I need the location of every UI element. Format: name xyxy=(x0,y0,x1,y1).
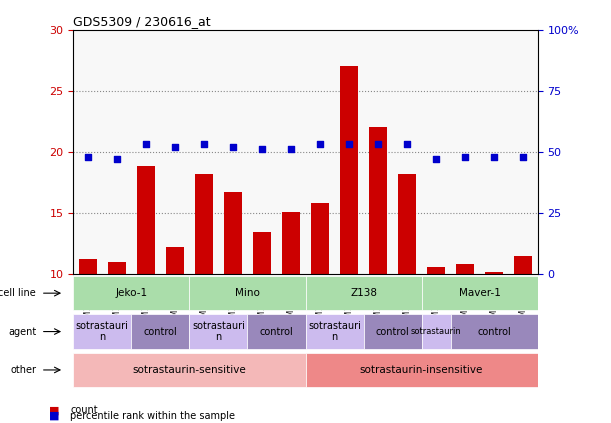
Text: cell line: cell line xyxy=(0,288,36,298)
Bar xyxy=(456,264,474,274)
Text: sotrastauri
n: sotrastauri n xyxy=(76,321,129,342)
FancyBboxPatch shape xyxy=(73,353,306,387)
Text: percentile rank within the sample: percentile rank within the sample xyxy=(70,411,235,421)
Point xyxy=(431,156,441,162)
Text: sotrastaurin-insensitive: sotrastaurin-insensitive xyxy=(360,365,483,375)
Text: sotrastaurin-sensitive: sotrastaurin-sensitive xyxy=(133,365,246,375)
FancyBboxPatch shape xyxy=(422,276,538,310)
FancyBboxPatch shape xyxy=(189,276,306,310)
Point xyxy=(373,141,383,148)
FancyBboxPatch shape xyxy=(306,314,364,349)
Bar xyxy=(282,212,299,274)
Text: sotrastauri
n: sotrastauri n xyxy=(308,321,361,342)
Bar xyxy=(398,174,415,274)
Point xyxy=(170,143,180,150)
Text: other: other xyxy=(10,365,36,375)
FancyBboxPatch shape xyxy=(189,314,247,349)
Point xyxy=(199,141,209,148)
Text: Maver-1: Maver-1 xyxy=(459,288,500,298)
Text: Z138: Z138 xyxy=(350,288,377,298)
Text: Jeko-1: Jeko-1 xyxy=(115,288,147,298)
Point xyxy=(228,143,238,150)
Bar xyxy=(340,66,357,274)
FancyBboxPatch shape xyxy=(73,276,189,310)
Bar xyxy=(108,262,126,274)
Point xyxy=(460,153,470,160)
Bar xyxy=(254,232,271,274)
Bar xyxy=(166,247,184,274)
FancyBboxPatch shape xyxy=(306,276,422,310)
FancyBboxPatch shape xyxy=(247,314,306,349)
Point xyxy=(286,146,296,153)
FancyBboxPatch shape xyxy=(364,314,422,349)
FancyBboxPatch shape xyxy=(450,314,538,349)
Text: control: control xyxy=(477,327,511,337)
Point xyxy=(518,153,528,160)
Bar xyxy=(485,272,503,274)
Text: control: control xyxy=(144,327,177,337)
Text: control: control xyxy=(376,327,409,337)
Bar xyxy=(137,166,155,274)
Text: sotrastaurin: sotrastaurin xyxy=(411,327,461,336)
FancyBboxPatch shape xyxy=(73,314,131,349)
FancyBboxPatch shape xyxy=(422,314,450,349)
FancyBboxPatch shape xyxy=(306,353,538,387)
Bar xyxy=(369,127,387,274)
Bar xyxy=(79,259,97,274)
Point xyxy=(141,141,151,148)
Point xyxy=(489,153,499,160)
Text: ■: ■ xyxy=(49,405,59,415)
Bar xyxy=(224,192,241,274)
Point xyxy=(257,146,267,153)
Text: Mino: Mino xyxy=(235,288,260,298)
Text: count: count xyxy=(70,405,98,415)
Text: control: control xyxy=(260,327,293,337)
Point xyxy=(112,156,122,162)
Point xyxy=(315,141,325,148)
Point xyxy=(402,141,412,148)
Text: agent: agent xyxy=(8,327,36,337)
Point xyxy=(344,141,354,148)
Text: sotrastauri
n: sotrastauri n xyxy=(192,321,245,342)
Point xyxy=(83,153,93,160)
Bar xyxy=(311,203,329,274)
Bar xyxy=(514,255,532,274)
FancyBboxPatch shape xyxy=(131,314,189,349)
Text: ■: ■ xyxy=(49,411,59,421)
Bar xyxy=(427,266,445,274)
Text: GDS5309 / 230616_at: GDS5309 / 230616_at xyxy=(73,16,211,28)
Bar xyxy=(196,174,213,274)
